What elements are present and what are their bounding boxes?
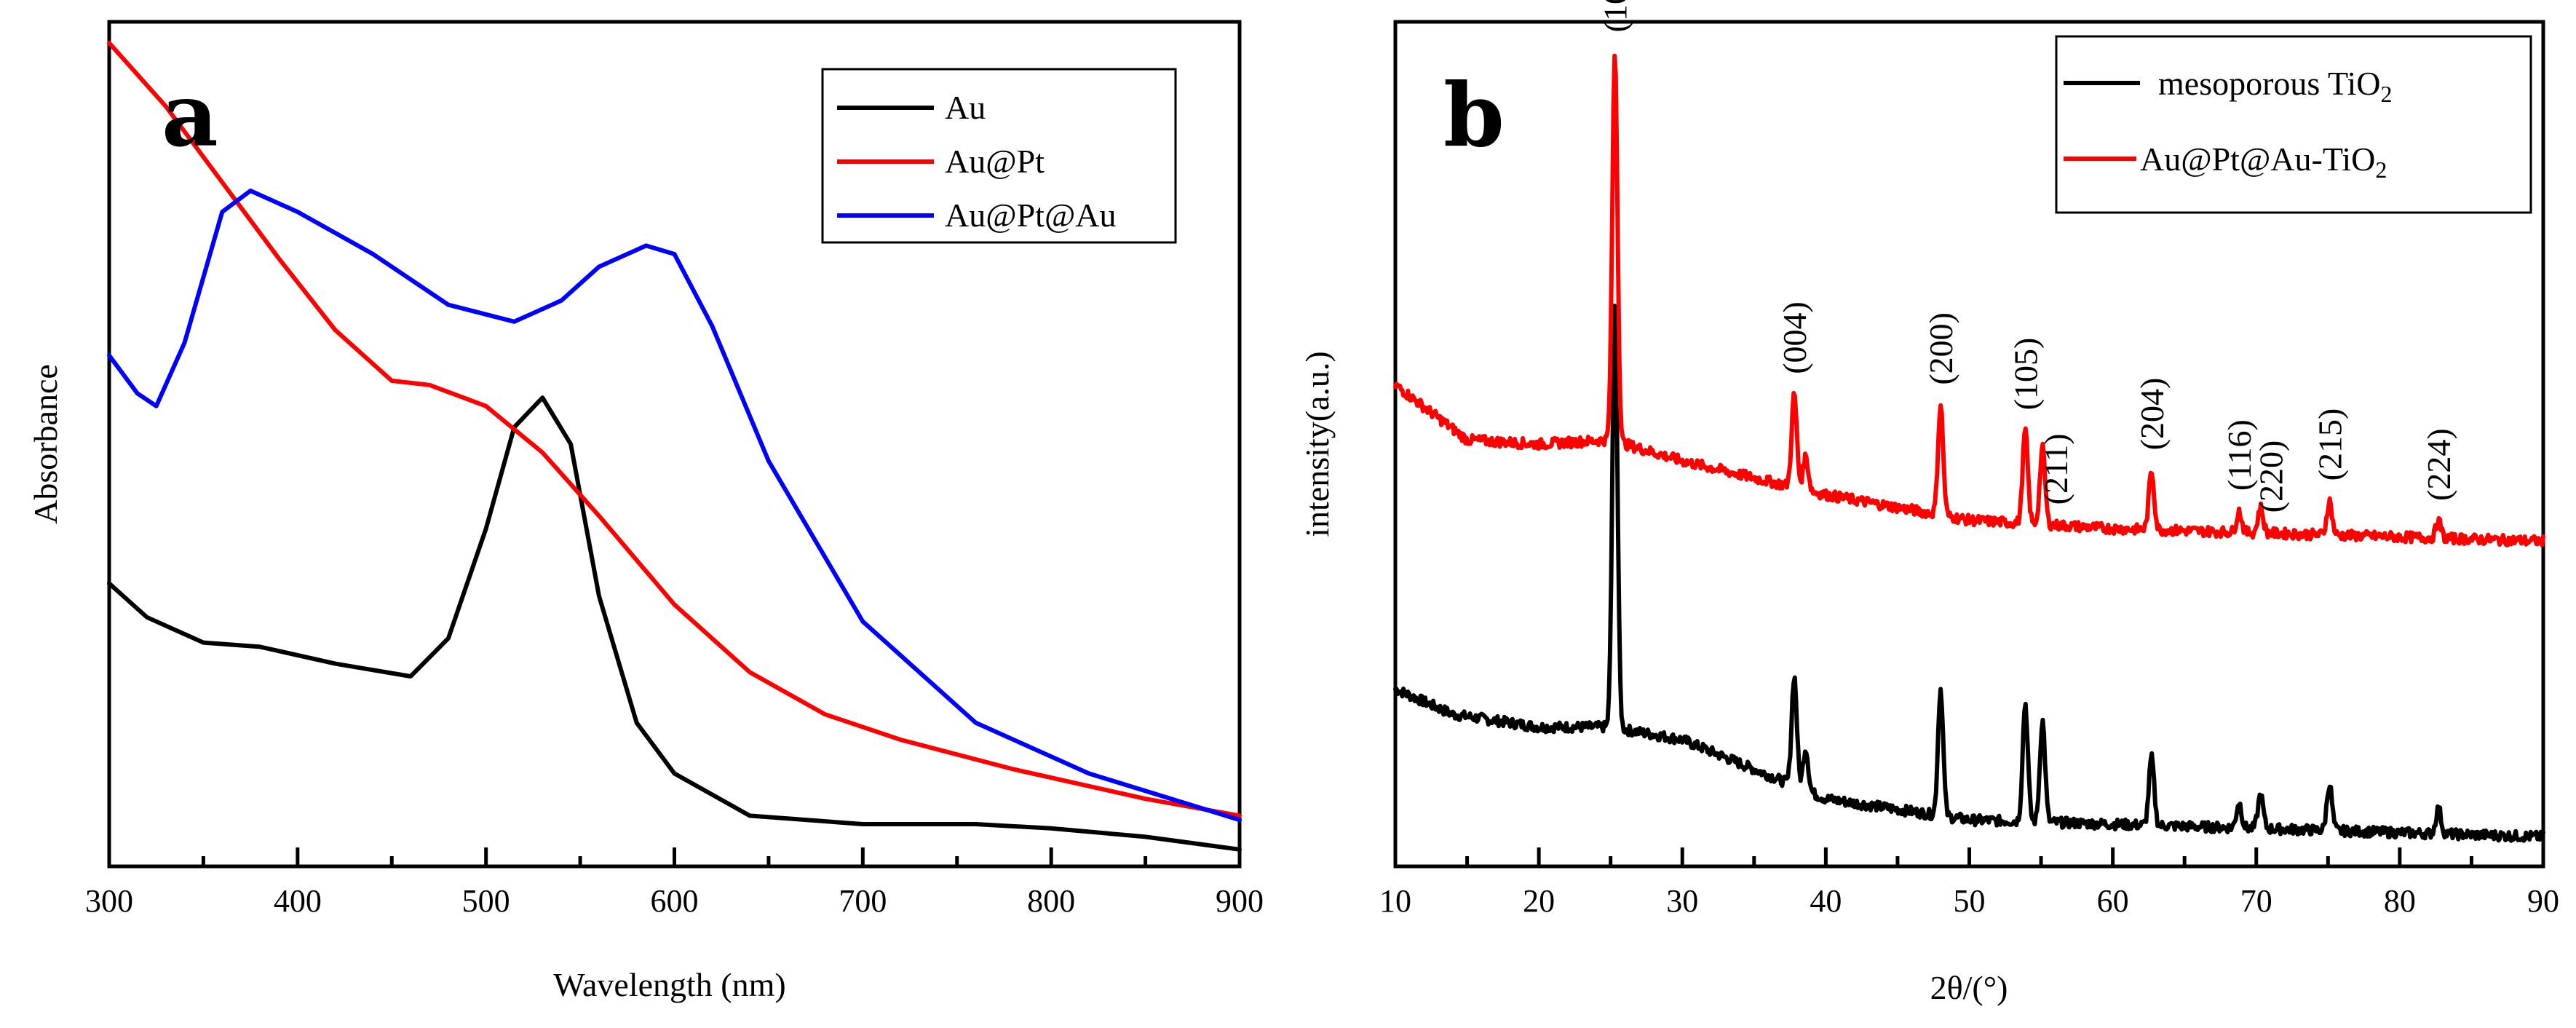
panel-a-uv-vis-chart: 300 400 500 600 700 800 900 a Wavelength (nm) … (27, 20, 1264, 1003)
peak-label-215: (215) (2311, 408, 2348, 481)
panel-b-x-tick-label: 10 (1379, 883, 1411, 919)
panel-a-x-tick-label: 300 (85, 883, 133, 919)
panel-b-x-tick-label: 60 (2097, 883, 2129, 919)
panel-b-x-tick-label: 80 (2384, 883, 2416, 919)
peak-label-116: (116) (2221, 419, 2258, 491)
peak-label-211: (211) (2037, 433, 2074, 505)
panel-b-x-ticks: 10 20 30 40 50 60 70 80 90 (1379, 847, 2559, 919)
panel-b-x-tick-label: 40 (1810, 883, 1842, 919)
panel-b-x-tick-label: 20 (1523, 883, 1555, 919)
legend-label-au: Au (945, 89, 986, 126)
peak-label-101: (101) (1597, 0, 1634, 32)
panel-a-x-tick-label: 600 (651, 883, 699, 919)
panel-a-x-ticks: 300 400 500 600 700 800 900 (85, 847, 1264, 919)
panel-b-legend-box (2055, 35, 2532, 214)
panel-b-x-tick-label: 70 (2240, 883, 2272, 919)
panel-a-label: a (162, 64, 218, 167)
panel-b-series-group (1393, 53, 2545, 843)
panel-b-x-tick-label: 50 (1954, 883, 1986, 919)
peak-label-204: (204) (2133, 378, 2171, 451)
series-line-au (107, 395, 1242, 852)
legend-label-au-pt-au-tio2: Au@Pt@Au-TiO2 (2140, 141, 2387, 183)
panel-a-x-tick-label: 800 (1027, 883, 1075, 919)
series-line-au-pt-au-tio2 (1393, 53, 2545, 547)
panel-a-y-axis-label: Absorbance (27, 364, 64, 524)
panel-b-label: b (1443, 64, 1505, 167)
legend-label-au-pt-au: Au@Pt@Au (945, 197, 1117, 234)
series-line-au-pt-au (107, 189, 1242, 823)
legend-label-au-pt: Au@Pt (945, 143, 1045, 180)
legend-label-mesoporous-tio2: mesoporous TiO2 (2158, 65, 2392, 107)
series-line-au-pt (107, 41, 1242, 818)
peak-label-220: (220) (2252, 440, 2289, 513)
panel-b-legend: mesoporous TiO2 Au@Pt@Au-TiO2 (2055, 35, 2532, 214)
panel-a-x-tick-label: 700 (839, 883, 887, 919)
panel-b-x-tick-label: 30 (1666, 883, 1698, 919)
peak-label-224: (224) (2420, 428, 2457, 501)
panel-a-series-group (107, 41, 1242, 852)
panel-a-x-tick-label: 900 (1216, 883, 1264, 919)
panel-a-legend: Au Au@Pt Au@Pt@Au (821, 68, 1177, 244)
series-line-mesoporous-tio2 (1393, 304, 2545, 843)
peak-label-004: (004) (1776, 301, 1813, 374)
peak-label-200: (200) (1922, 312, 1959, 385)
panel-b-y-axis-label: intensity(a.u.) (1299, 351, 1336, 537)
panel-a-x-tick-label: 500 (462, 883, 510, 919)
panel-b-x-tick-label: 90 (2527, 883, 2559, 919)
panel-b-peak-labels: (101) (004) (200) (105) (211) (204) (116)(220)… (1597, 0, 2457, 513)
panel-a-x-tick-label: 400 (274, 883, 322, 919)
panel-a-x-axis-label: Wavelength (nm) (553, 966, 785, 1003)
panel-b-x-axis-label: 2θ/(°) (1930, 969, 2008, 1006)
peak-label-105: (105) (2007, 338, 2044, 411)
